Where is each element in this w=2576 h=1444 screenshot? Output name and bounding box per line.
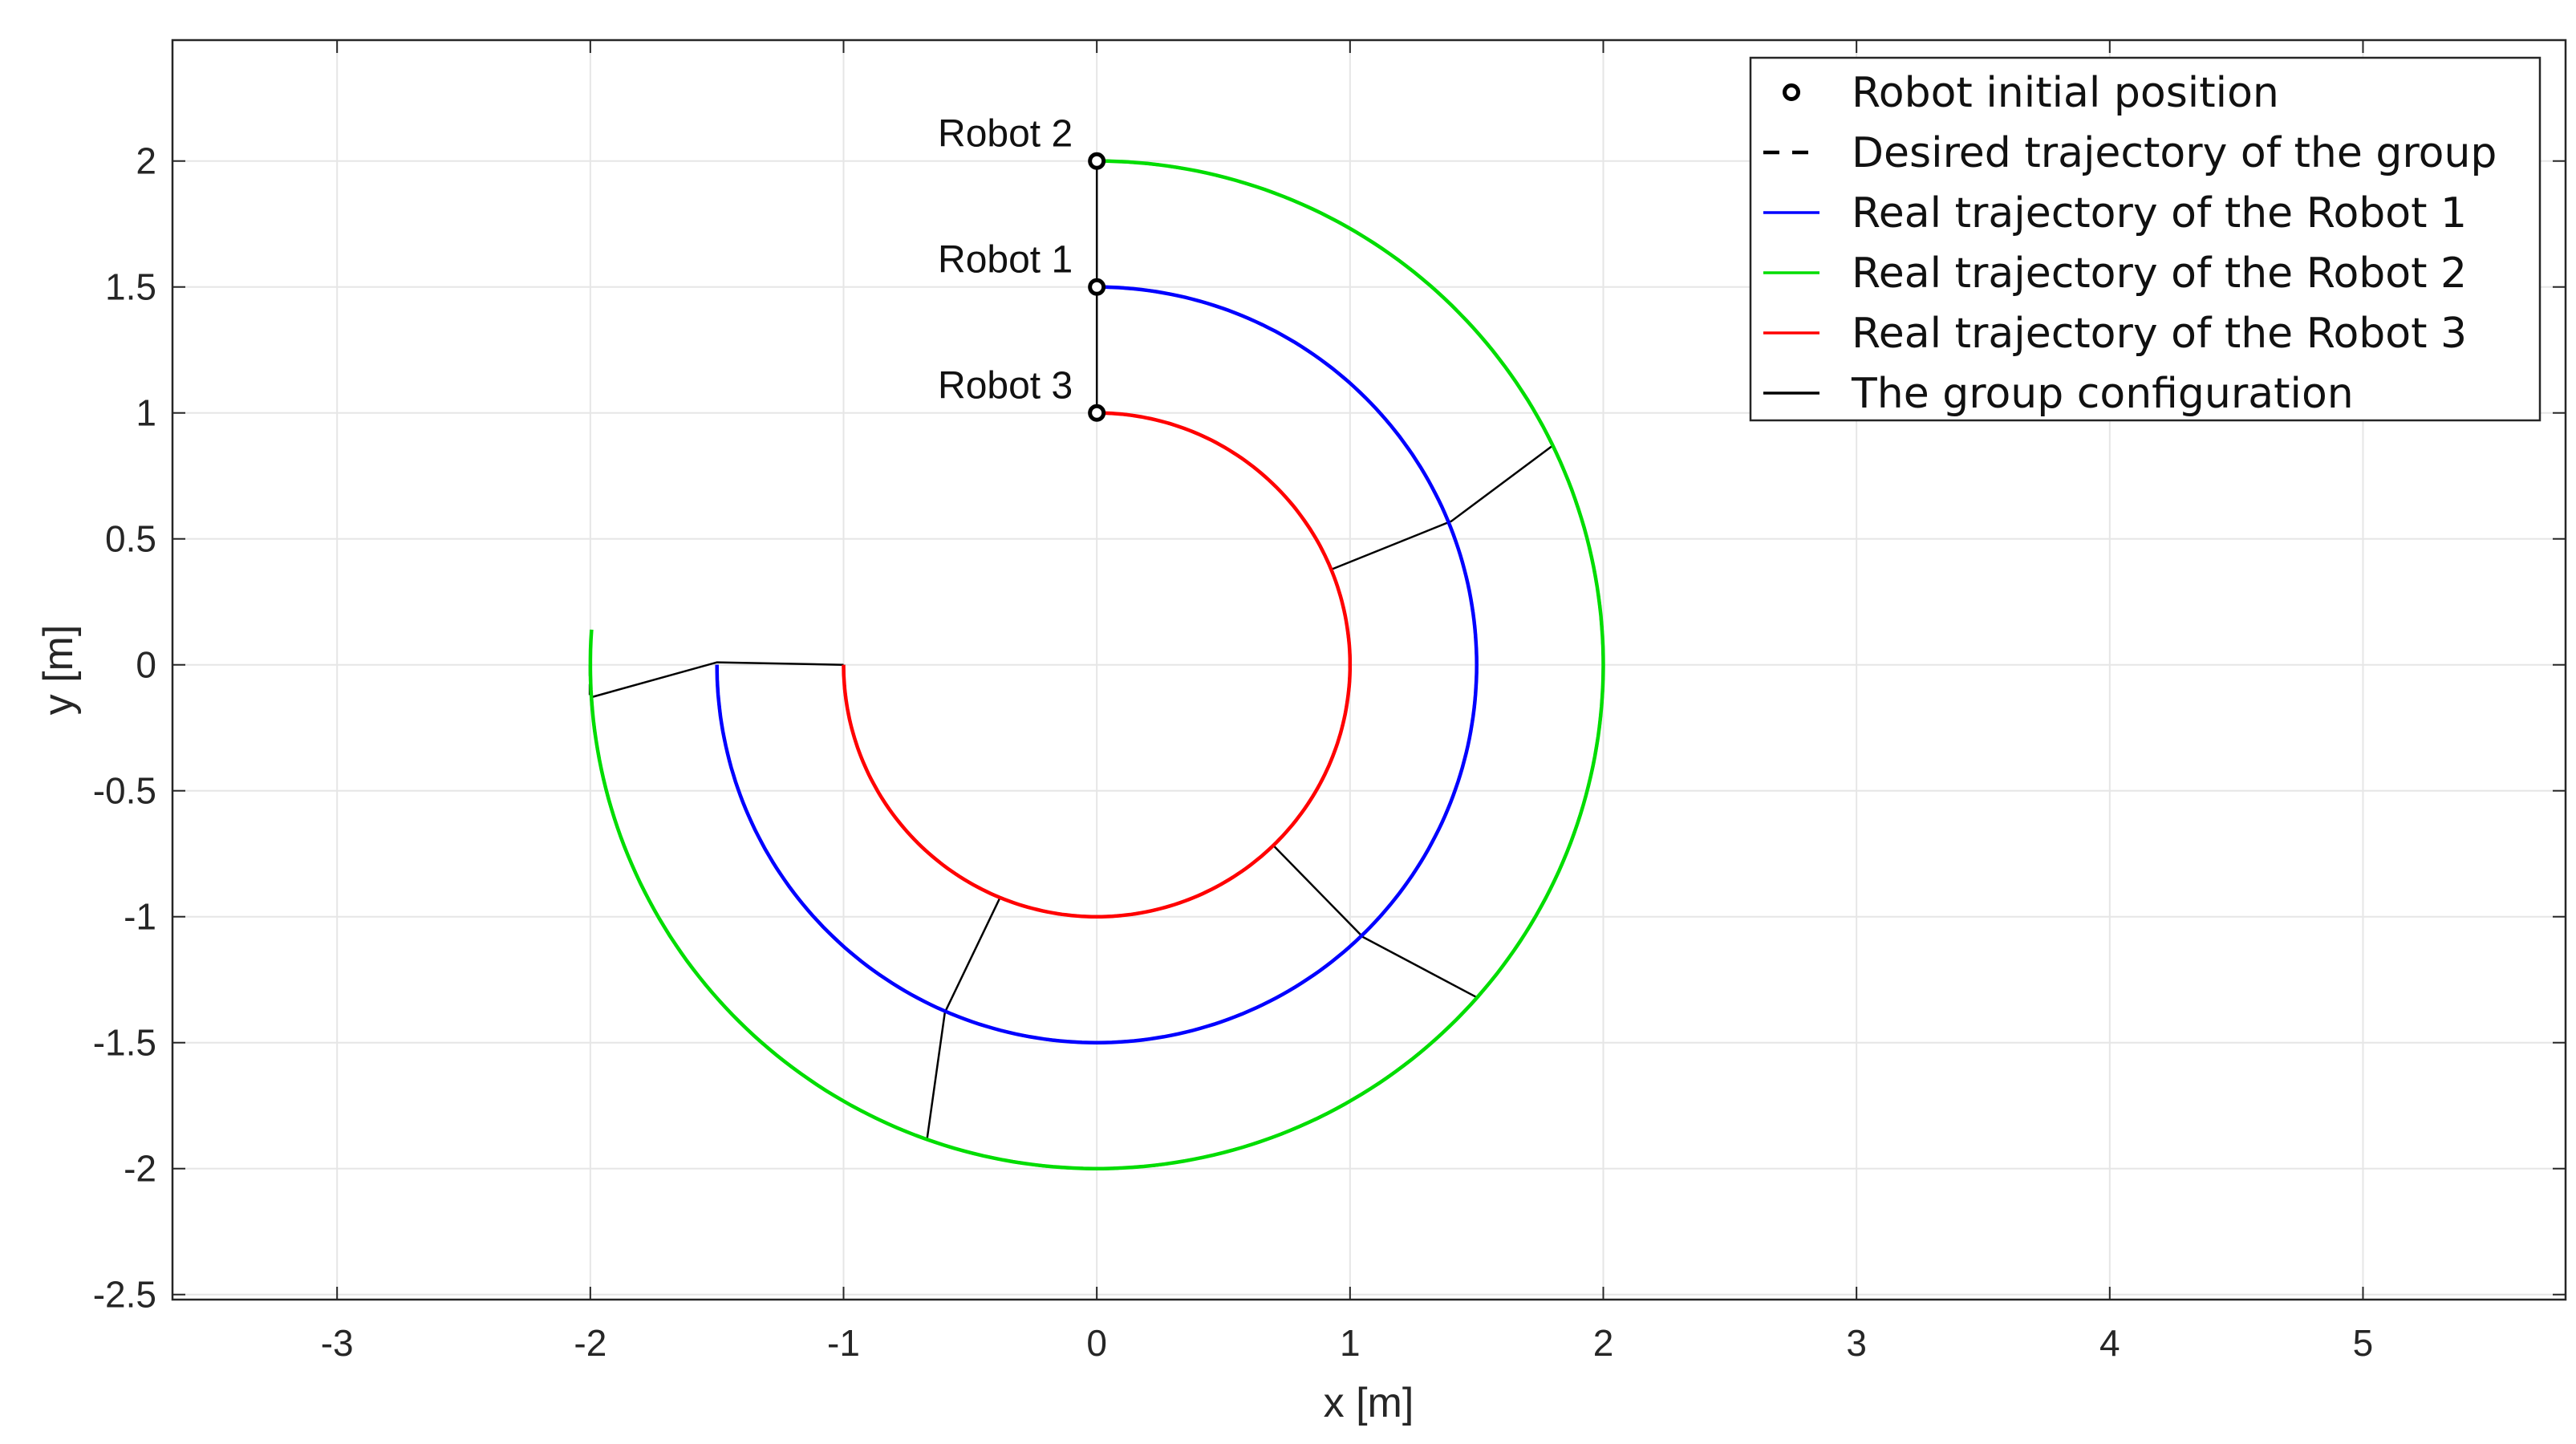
- real-trajectory-line: [588, 159, 1605, 1170]
- legend-entries: Robot initial position Desired trajectory…: [1763, 69, 2497, 418]
- x-axis-label: x [m]: [1324, 1380, 1414, 1426]
- y-tick-label: 2: [136, 140, 156, 182]
- legend-label: Robot initial position: [1852, 69, 2279, 117]
- group-configuration-line: [1332, 444, 1554, 570]
- x-tick-label: 4: [2099, 1322, 2120, 1364]
- initial-position-marker: [1088, 404, 1106, 422]
- x-tick-label: 1: [1340, 1322, 1361, 1364]
- y-tick-label: 1: [136, 392, 156, 434]
- real-trajectory-line: [842, 411, 1353, 919]
- y-tick-label: 0: [136, 644, 156, 686]
- y-tick-label: -0.5: [93, 770, 156, 812]
- grid-lines: [172, 40, 2566, 1300]
- y-tick-label: -2: [124, 1148, 156, 1190]
- legend-box: [1749, 56, 2542, 422]
- plot-frame: [171, 39, 2567, 1301]
- legend-label: Real trajectory of the Robot 2: [1852, 249, 2467, 298]
- real-trajectories: [588, 159, 1605, 1170]
- initial-position-markers: [1088, 152, 1106, 422]
- initial-position-marker: [1088, 152, 1106, 170]
- legend-label: Desired trajectory of the group: [1852, 129, 2497, 177]
- y-tick-label: -1.5: [93, 1022, 156, 1064]
- legend-label: The group configuration: [1851, 370, 2354, 418]
- x-tick-label: -3: [321, 1322, 354, 1364]
- y-tick-label: 0.5: [105, 518, 156, 560]
- legend-label: Real trajectory of the Robot 1: [1852, 189, 2467, 237]
- x-tick-label: 3: [1846, 1322, 1867, 1364]
- y-tick-label: -1: [124, 896, 156, 938]
- x-tick-label: 2: [1593, 1322, 1614, 1364]
- robot-label: Robot 2: [938, 113, 1073, 156]
- legend: Robot initial position Desired trajectory…: [1749, 56, 2542, 422]
- y-tick-label: -2.5: [93, 1274, 156, 1316]
- y-axis-label: y [m]: [35, 625, 82, 716]
- legend-marker-swatch: [1783, 83, 1800, 101]
- group-configuration-line: [590, 661, 844, 699]
- x-tick-label: 0: [1086, 1322, 1107, 1364]
- robot-labels: Robot 2 Robot 1 Robot 3: [938, 113, 1073, 408]
- x-tick-label: 5: [2353, 1322, 2374, 1364]
- legend-label: Real trajectory of the Robot 3: [1852, 310, 2467, 358]
- real-trajectory-line: [715, 285, 1479, 1044]
- axis-ticks: -3 -2 -1 0 1 2 3 4 5 2 1.5 1 0.5 0 -0.5 -1 -1.5 -2 -2.5: [93, 40, 2566, 1364]
- x-tick-label: -2: [574, 1322, 606, 1364]
- x-tick-label: -1: [827, 1322, 860, 1364]
- robot-label: Robot 3: [938, 365, 1073, 408]
- y-tick-label: 1.5: [105, 266, 156, 308]
- robot-label: Robot 1: [938, 239, 1073, 282]
- initial-position-marker: [1088, 278, 1106, 296]
